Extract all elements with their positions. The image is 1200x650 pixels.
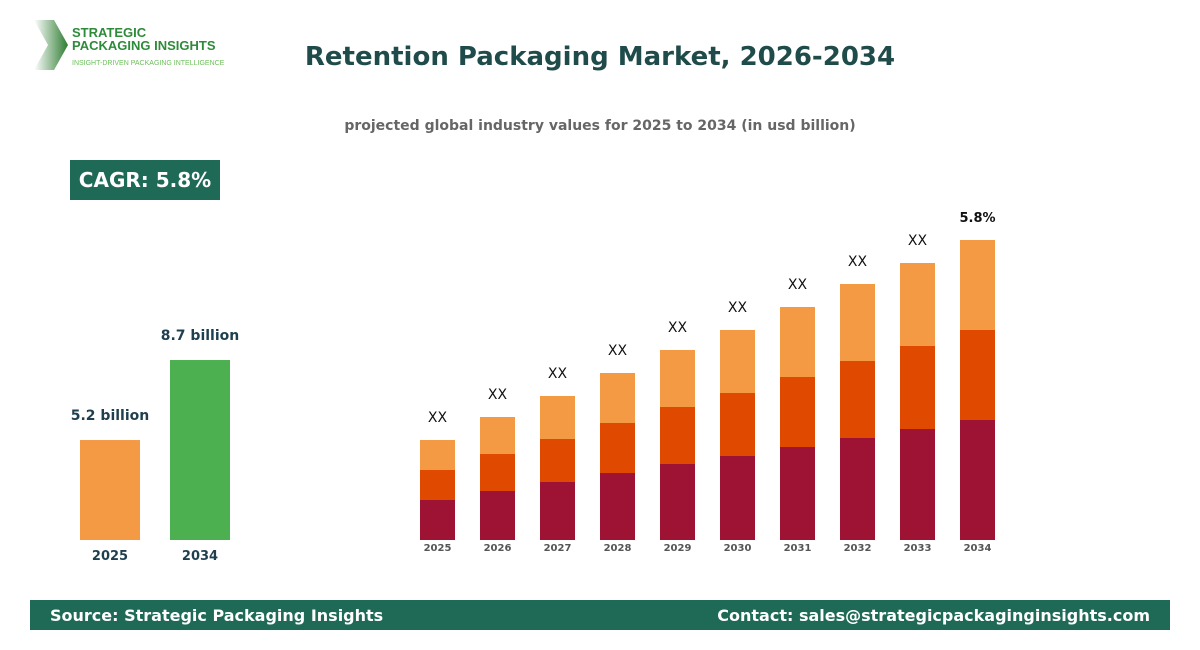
chart-area: 5.2 billion 2025 8.7 billion 2034 XX 2025 XX 20…	[71, 211, 996, 564]
bar-segment-2025-2	[420, 440, 455, 470]
footer: Source: Strategic Packaging Insights Con…	[30, 600, 1170, 630]
data-label: XX	[608, 343, 628, 359]
bar-segment-2034-0	[960, 420, 995, 540]
x-tick-label: 2031	[784, 543, 812, 554]
bar-segment-2029-1	[660, 407, 695, 464]
data-label: 5.2 billion	[71, 408, 149, 424]
bar-segment-2027-2	[540, 396, 575, 439]
logo-tagline: INSIGHT-DRIVEN PACKAGING INTELLIGENCE	[72, 60, 225, 67]
bar-segment-2027-0	[540, 482, 575, 540]
bar-segment-2027-1	[540, 439, 575, 482]
logo-text: STRATEGIC PACKAGING INSIGHTS	[72, 26, 216, 52]
data-label: XX	[548, 366, 568, 382]
bar-segment-2032-2	[840, 284, 875, 361]
bar-segment-2030-1	[720, 393, 755, 456]
bar-segment-2029-0	[660, 464, 695, 540]
footer-source: Source: Strategic Packaging Insights	[50, 605, 384, 625]
bar-segment-2026-2	[480, 417, 515, 454]
bar-segment-2026-0	[480, 491, 515, 540]
bar-segment-2032-1	[840, 361, 875, 438]
logo: STRATEGIC PACKAGING INSIGHTS INSIGHT-DRIV…	[30, 20, 224, 72]
bar-segment-2031-0	[780, 447, 815, 540]
data-label: XX	[428, 410, 448, 426]
data-label: XX	[788, 277, 808, 293]
bar-segment-2034-2	[960, 240, 995, 330]
data-label: 8.7 billion	[161, 328, 239, 344]
bar-segment-2030-2	[720, 330, 755, 393]
x-tick-label: 2034	[964, 543, 992, 554]
x-tick-label: 2034	[182, 549, 218, 564]
bar-2034	[170, 360, 230, 540]
data-label: XX	[728, 300, 748, 316]
bar-segment-2031-2	[780, 307, 815, 377]
cagr-badge: CAGR: 5.8%	[70, 160, 220, 200]
bar-segment-2031-1	[780, 377, 815, 447]
bar-segment-2025-0	[420, 500, 455, 540]
x-tick-label: 2029	[664, 543, 692, 554]
x-tick-label: 2025	[92, 549, 128, 564]
x-tick-label: 2033	[904, 543, 932, 554]
bar-segment-2034-1	[960, 330, 995, 420]
logo-line2: PACKAGING INSIGHTS	[72, 38, 216, 53]
data-label: 5.8%	[959, 211, 995, 226]
bar-segment-2032-0	[840, 438, 875, 540]
bar-segment-2028-0	[600, 473, 635, 540]
chart-subtitle: projected global industry values for 202…	[344, 118, 856, 134]
bar-segment-2033-1	[900, 346, 935, 429]
logo-line1: STRATEGIC	[72, 25, 147, 40]
bar-segment-2028-1	[600, 423, 635, 473]
bar-segment-2030-0	[720, 456, 755, 540]
bar-segment-2029-2	[660, 350, 695, 407]
bar-segment-2033-0	[900, 429, 935, 540]
bar-segment-2026-1	[480, 454, 515, 491]
x-tick-label: 2030	[724, 543, 752, 554]
data-label: XX	[908, 233, 928, 249]
x-tick-label: 2028	[604, 543, 632, 554]
data-label: XX	[488, 387, 508, 403]
data-label: XX	[848, 254, 868, 270]
x-tick-label: 2025	[424, 543, 452, 554]
x-tick-label: 2026	[484, 543, 512, 554]
x-tick-label: 2027	[544, 543, 572, 554]
chart-title: Retention Packaging Market, 2026-2034	[304, 42, 896, 72]
bar-segment-2025-1	[420, 470, 455, 500]
footer-contact[interactable]: Contact: sales@strategicpackaginginsight…	[717, 605, 1150, 625]
bar-segment-2033-2	[900, 263, 935, 346]
bar-segment-2028-2	[600, 373, 635, 423]
bar-2025	[80, 440, 140, 540]
logo-chevron-icon	[34, 20, 68, 70]
x-tick-label: 2032	[844, 543, 872, 554]
data-label: XX	[668, 320, 688, 336]
